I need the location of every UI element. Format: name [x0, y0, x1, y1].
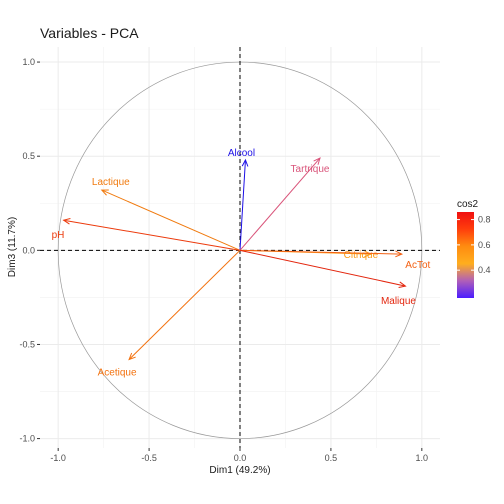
plot-area: Alcool Tartrique Lactique pH Citrique AcTot Ma… — [40, 47, 440, 448]
arrow-malique — [239, 249, 406, 287]
label-malique: Malique — [381, 296, 416, 307]
arrowhead-tartrique — [313, 157, 321, 165]
label-alcool: Alcool — [228, 148, 255, 159]
y-tick-label: -0.5 — [19, 339, 35, 349]
arrow-tartrique — [239, 157, 321, 251]
arrowhead-ph — [62, 217, 71, 225]
label-tartrique: Tartrique — [291, 164, 330, 175]
y-tick-label: -1.0 — [19, 434, 35, 444]
x-tick-label: 1.0 — [416, 453, 429, 463]
arrow-alcool — [239, 159, 246, 251]
label-ph: pH — [52, 230, 65, 241]
y-tick-label: 0.5 — [22, 151, 35, 161]
arrowhead-actot — [395, 250, 404, 258]
y-axis-ticks: -1.0 -0.5 0.0 0.5 1.0 — [19, 57, 40, 444]
label-lactique: Lactique — [92, 177, 130, 188]
x-tick-label: 0.5 — [325, 453, 338, 463]
label-acetique: Acetique — [98, 368, 137, 379]
x-axis-title: Dim1 (49.2%) — [209, 465, 270, 476]
y-tick-label: 1.0 — [22, 57, 35, 67]
label-actot: AcTot — [405, 260, 430, 271]
arrowhead-lactique — [100, 189, 109, 196]
legend-tick-label: 0.6 — [478, 240, 491, 250]
chart-title: Variables - PCA — [40, 25, 139, 41]
x-tick-label: 0.0 — [234, 453, 247, 463]
legend-colorbar — [457, 212, 474, 298]
arrow-ph — [63, 219, 241, 251]
arrow-actot — [239, 249, 402, 255]
legend: cos2 0.4 0.6 0.8 — [457, 199, 491, 298]
arrowhead-acetique — [128, 352, 136, 361]
arrowhead-malique — [398, 281, 407, 289]
legend-tick-label: 0.8 — [478, 215, 491, 225]
legend-title: cos2 — [457, 199, 479, 210]
arrowhead-alcool — [241, 158, 249, 167]
arrow-lactique — [101, 189, 241, 251]
y-tick-label: 0.0 — [22, 245, 35, 255]
x-axis-ticks: -1.0 -0.5 0.0 0.5 1.0 — [50, 448, 428, 463]
arrowhead-citrique — [364, 250, 373, 258]
arrow-acetique — [128, 249, 241, 360]
x-tick-label: -1.0 — [50, 453, 66, 463]
legend-tick-label: 0.4 — [478, 265, 491, 275]
x-tick-label: -0.5 — [141, 453, 157, 463]
y-axis-title: Dim3 (11.7%) — [7, 217, 18, 277]
label-citrique: Citrique — [344, 250, 379, 261]
